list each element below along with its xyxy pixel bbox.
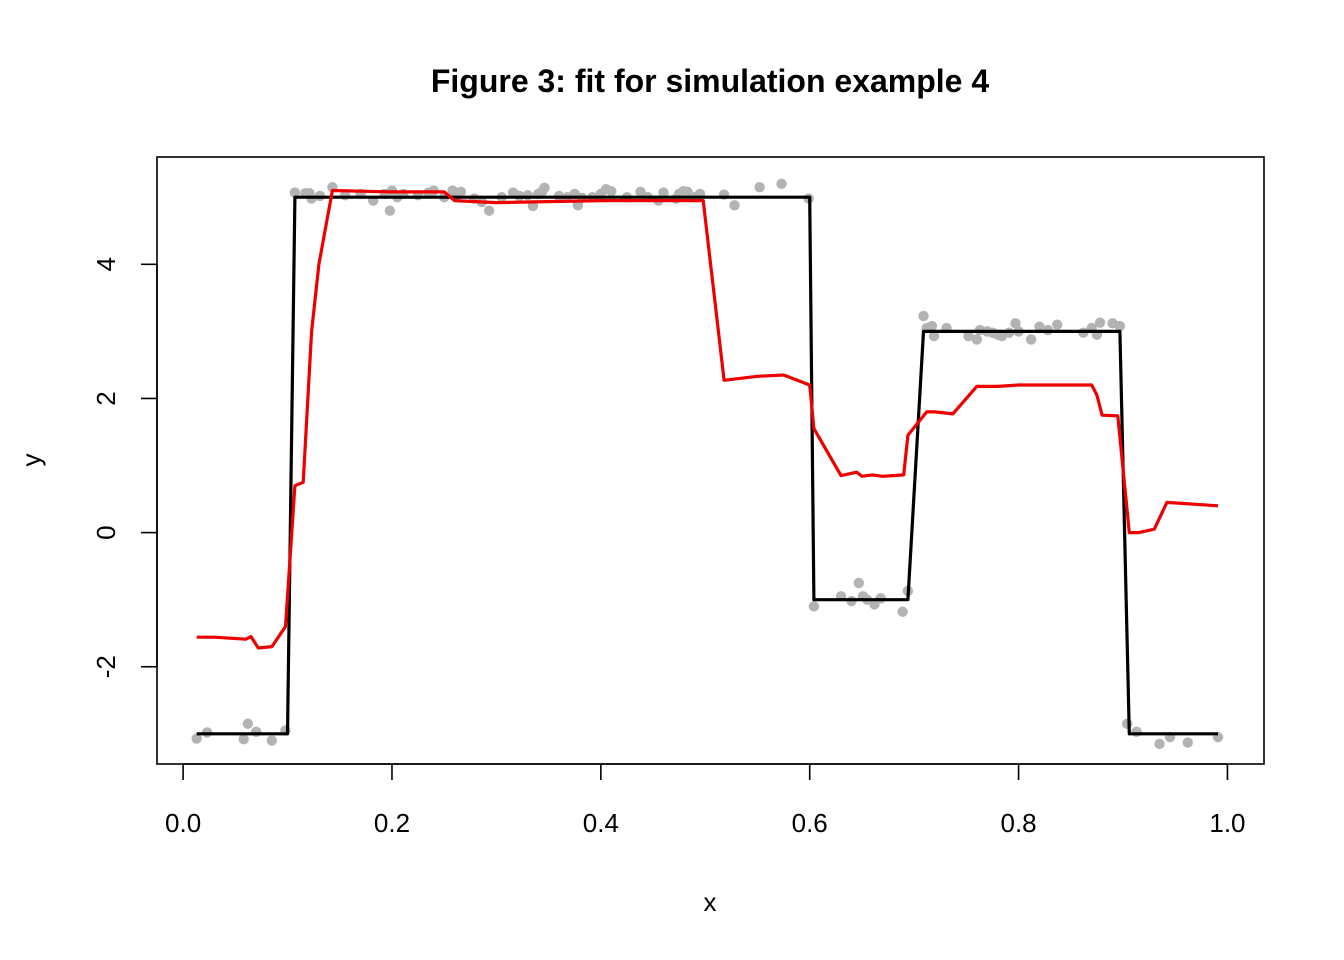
data-point xyxy=(251,726,262,738)
data-point xyxy=(754,181,765,193)
y-axis: -2 0 2 4 xyxy=(91,257,158,678)
y-axis-label: y xyxy=(16,454,46,467)
data-point xyxy=(483,205,495,216)
data-point xyxy=(522,190,533,201)
data-point xyxy=(1114,320,1126,332)
scatter-points xyxy=(191,178,1224,750)
data-point xyxy=(971,334,983,345)
data-point xyxy=(928,330,940,342)
fit-lines xyxy=(196,188,1219,736)
fitted-line xyxy=(196,188,1219,650)
data-point xyxy=(1052,319,1063,330)
x-tick-label: 0.2 xyxy=(374,808,410,838)
data-point xyxy=(926,320,938,332)
x-axis: 0.0 0.2 0.4 0.6 0.8 1.0 xyxy=(165,763,1246,838)
data-point xyxy=(853,577,864,589)
data-point xyxy=(1094,317,1106,328)
data-point xyxy=(682,186,693,198)
x-tick-label: 0.4 xyxy=(583,808,619,838)
data-point xyxy=(918,310,929,322)
data-point xyxy=(897,606,908,617)
data-point xyxy=(455,186,467,198)
data-point xyxy=(808,601,820,612)
x-tick-label: 0.6 xyxy=(792,808,828,838)
data-point xyxy=(266,735,278,746)
data-point xyxy=(776,178,787,190)
data-point xyxy=(191,733,202,744)
data-point xyxy=(1182,737,1193,748)
data-point xyxy=(289,187,301,198)
y-tick-label: 2 xyxy=(91,391,121,405)
data-point xyxy=(384,205,396,216)
chart-title: Figure 3: fit for simulation example 4 xyxy=(431,63,990,99)
true-function-line xyxy=(196,195,1218,736)
data-point xyxy=(1121,718,1133,729)
data-point xyxy=(1034,321,1045,332)
data-point xyxy=(1131,726,1142,738)
x-axis-label: x xyxy=(704,887,717,917)
data-point xyxy=(606,186,617,197)
y-tick-label: 4 xyxy=(91,257,121,271)
data-point xyxy=(1010,318,1021,329)
data-point xyxy=(539,182,550,194)
y-tick-label: 0 xyxy=(91,525,121,539)
x-tick-label: 1.0 xyxy=(1209,808,1245,838)
x-tick-label: 0.8 xyxy=(1001,808,1037,838)
data-point xyxy=(963,330,974,342)
data-point xyxy=(658,187,669,198)
data-point xyxy=(1025,334,1037,345)
data-point xyxy=(729,200,740,211)
data-point xyxy=(242,718,254,729)
y-tick-label: -2 xyxy=(91,655,121,678)
data-point xyxy=(1154,738,1165,750)
data-point xyxy=(635,186,646,198)
data-point xyxy=(238,733,249,745)
x-tick-label: 0.0 xyxy=(165,808,201,838)
